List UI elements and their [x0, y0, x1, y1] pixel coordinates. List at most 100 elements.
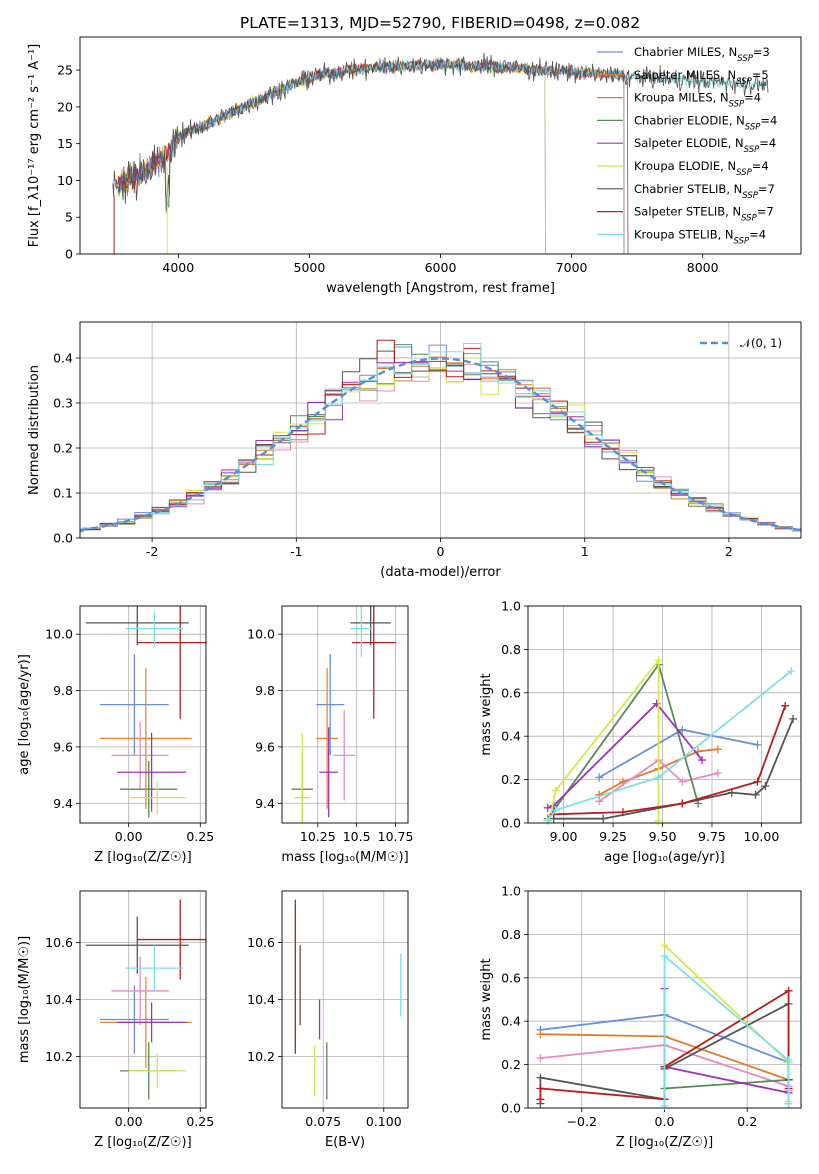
weight-series-line	[663, 944, 790, 1102]
weight-point-marker	[784, 1099, 793, 1108]
x-tick-label: 2	[725, 544, 733, 559]
y-tick-label: 0.4	[501, 1014, 521, 1029]
weight-point-marker	[618, 808, 627, 817]
x-axis-label: Z [log₁₀(Z/Z☉)]	[94, 850, 191, 865]
y-tick-label: 0.6	[501, 685, 521, 700]
spectrum-line	[117, 58, 546, 254]
histogram-step	[80, 350, 801, 532]
x-tick-label: 0.075	[305, 1114, 341, 1129]
x-tick-label: 0.25	[186, 1114, 214, 1129]
y-tick-label: 0.6	[501, 970, 521, 985]
legend-entry: Chabrier STELIB, NSSP=7	[634, 182, 775, 201]
x-tick-label: 1	[581, 544, 589, 559]
y-tick-label: 0.0	[53, 531, 73, 546]
y-axis-label: mass weight	[479, 958, 494, 1040]
spectrum-line	[117, 57, 625, 254]
y-tick-label: 0.4	[53, 351, 73, 366]
weight-point-marker	[536, 1073, 545, 1082]
weight-vs-metallicity-panel: −0.2 0.0 0.2 0.0 0.2 0.4 0.6 0.8 1.0 Z [log₁₀(Z/Z…	[479, 884, 802, 1150]
x-tick-label: 9.25	[599, 829, 627, 844]
weight-point-marker	[789, 714, 798, 723]
weight-point-marker	[660, 941, 669, 950]
weight-point-marker	[660, 952, 669, 961]
normal-curve	[79, 357, 802, 532]
y-tick-label: 0.2	[53, 441, 73, 456]
x-axis-label: Z [log₁₀(Z/Z☉)]	[94, 1135, 191, 1150]
weight-series-line	[553, 705, 787, 816]
y-tick-label: 1.0	[501, 884, 521, 899]
x-tick-label: -2	[146, 544, 158, 559]
x-tick-label: 10.25	[300, 829, 336, 844]
axes-frame	[79, 36, 802, 255]
y-tick-label: 0.4	[501, 729, 521, 744]
legend-subscript: SSP	[736, 77, 752, 87]
x-axis-label: Z [log₁₀(Z/Z☉)]	[616, 1135, 713, 1150]
x-tick-label: 5000	[294, 260, 326, 275]
y-tick-label: 10.4	[247, 992, 275, 1007]
x-tick-label: 10.75	[378, 829, 414, 844]
weight-point-marker	[787, 667, 796, 676]
spectrum-panel: 4000 5000 6000 7000 8000 0 5 10 15 20 25 wavelength…	[27, 36, 802, 296]
weight-series-line	[663, 954, 790, 1106]
x-tick-label: -1	[290, 544, 302, 559]
axes-frame	[79, 321, 802, 539]
x-tick-label: 0.100	[366, 1114, 402, 1129]
axes-frame	[281, 890, 409, 1109]
y-tick-label: 9.6	[255, 739, 275, 754]
legend-value: =3	[753, 45, 770, 59]
weight-point-marker	[536, 1030, 545, 1039]
weight-point-marker	[753, 777, 762, 786]
y-tick-label: 0.0	[501, 1101, 521, 1116]
x-axis-label: mass [log₁₀(M/M☉)]	[281, 850, 408, 865]
legend-subscript: SSP	[741, 214, 757, 224]
y-tick-label: 10.2	[45, 1049, 73, 1064]
y-tick-label: 10.2	[247, 1049, 275, 1064]
x-tick-label: 9.75	[698, 829, 726, 844]
weight-point-marker	[678, 725, 687, 734]
spectrum-line	[115, 58, 629, 254]
y-tick-label: 9.8	[255, 683, 275, 698]
x-tick-label: 7000	[556, 260, 588, 275]
y-axis-label: mass weight	[479, 673, 494, 755]
x-tick-label: 9.50	[649, 829, 677, 844]
legend-subscript: SSP	[734, 236, 750, 246]
weight-point-marker	[595, 797, 604, 806]
weight-point-marker	[551, 786, 560, 795]
y-tick-label: 0	[65, 247, 73, 262]
weight-point-marker	[678, 799, 687, 808]
y-tick-label: 9.4	[255, 796, 275, 811]
x-tick-label: 0.00	[115, 1114, 143, 1129]
y-tick-label: 0.3	[53, 396, 73, 411]
x-tick-label: 0.0	[655, 1114, 675, 1129]
x-axis-label: wavelength [Angstrom, rest frame]	[326, 281, 555, 296]
y-axis-label: Flux [f_λ10⁻¹⁷ erg cm⁻² s⁻¹ A⁻¹]	[27, 44, 42, 248]
x-tick-label: 6000	[425, 260, 457, 275]
y-tick-label: 0.1	[53, 486, 73, 501]
weight-series-line	[598, 758, 719, 803]
weight-point-marker	[654, 656, 663, 665]
y-tick-label: 10.6	[45, 935, 73, 950]
weight-point-marker	[753, 740, 762, 749]
axes-frame	[527, 605, 802, 824]
y-tick-label: 10.0	[247, 627, 275, 642]
weight-vs-age-panel: 9.00 9.25 9.50 9.75 10.00 0.0 0.2 0.4 0.6 0.8 1.0 a…	[479, 599, 802, 865]
legend-entry: Kroupa MILES, NSSP=4	[634, 91, 761, 110]
y-tick-label: 10.4	[45, 992, 73, 1007]
weight-point-marker	[713, 745, 722, 754]
y-tick-label: 0.2	[501, 772, 521, 787]
x-tick-label: 8000	[687, 260, 719, 275]
weight-series-line	[547, 702, 703, 809]
legend-value: =7	[757, 205, 774, 219]
y-tick-label: 1.0	[501, 599, 521, 614]
legend-value: =4	[749, 227, 766, 241]
mass-vs-extinction-panel: 0.075 0.100 10.2 10.4 10.6 E(B-V)	[247, 890, 409, 1150]
legend-value: =4	[744, 91, 761, 105]
axes-frame	[281, 605, 409, 824]
legend-value: =5	[752, 68, 769, 82]
age-vs-metallicity-panel: 0.00 0.25 9.4 9.6 9.8 10.0 Z [log₁₀(Z/Z☉)] age …	[17, 605, 214, 865]
residuals-panel: -2 -1 0 1 2 0.0 0.1 0.2 0.3 0.4 (data-model)/error…	[27, 321, 802, 580]
weight-point-marker	[543, 816, 552, 825]
y-tick-label: 0.2	[501, 1057, 521, 1072]
legend-entry: Kroupa STELIB, NSSP=4	[634, 227, 766, 246]
y-tick-label: 5	[65, 210, 73, 225]
